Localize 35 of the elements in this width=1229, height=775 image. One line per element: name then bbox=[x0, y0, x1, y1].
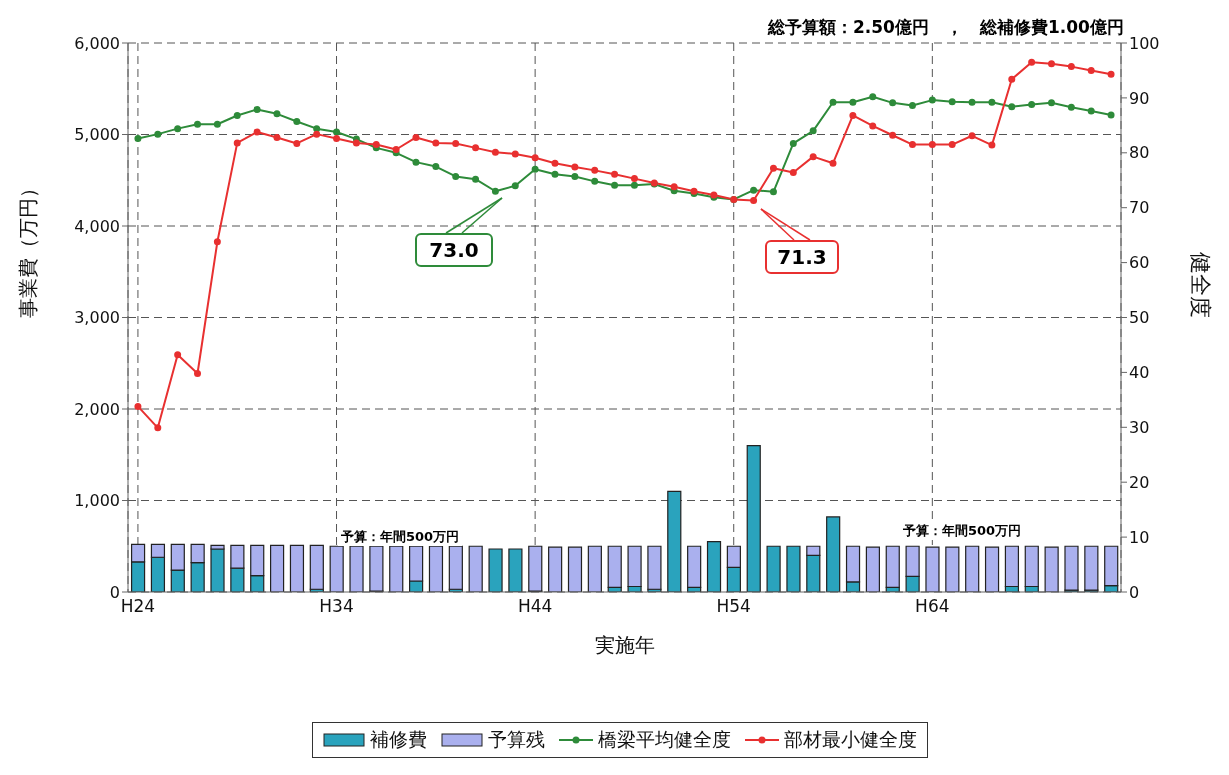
y2-tick-label: 30 bbox=[1129, 417, 1150, 437]
y2-tick-label: 70 bbox=[1129, 198, 1150, 218]
annotation: 予算：年間500万円 bbox=[338, 528, 463, 546]
x-tick-label: H54 bbox=[716, 596, 751, 617]
x-tick-label: H34 bbox=[319, 596, 354, 617]
annotation: 予算：年間500万円 bbox=[900, 522, 1025, 540]
chart-title: 総予算額：2.50億円 ， 総補修費1.00億円 bbox=[768, 16, 1124, 39]
y-tick-label: 3,000 bbox=[74, 308, 120, 328]
annotation: 73.0 bbox=[415, 233, 493, 267]
y-tick-label: 5,000 bbox=[74, 125, 120, 145]
y-tick-label: 4,000 bbox=[74, 216, 120, 236]
y2-tick-label: 60 bbox=[1129, 253, 1150, 273]
x-axis-title: 実施年 bbox=[594, 633, 655, 657]
annotation: 71.3 bbox=[765, 240, 839, 274]
y2-tick-label: 90 bbox=[1129, 88, 1150, 108]
y2-tick-label: 40 bbox=[1129, 363, 1150, 383]
y-tick-label: 6,000 bbox=[74, 33, 120, 53]
y2-tick-label: 80 bbox=[1129, 143, 1150, 163]
x-tick-label: H64 bbox=[915, 596, 950, 617]
y2-tick-label: 50 bbox=[1129, 308, 1150, 328]
y-tick-label: 0 bbox=[109, 582, 120, 602]
legend-label: 補修費 bbox=[368, 727, 427, 752]
x-tick-label: H44 bbox=[517, 596, 553, 617]
y2-tick-label: 0 bbox=[1129, 582, 1140, 602]
x-tick-label: H24 bbox=[120, 596, 156, 617]
y-tick-label: 1,000 bbox=[74, 491, 120, 511]
legend-label: 橋梁平均健全度 bbox=[596, 727, 731, 752]
y-axis-title: 事業費（万円） bbox=[16, 177, 41, 318]
y2-axis-title: 健全度 bbox=[1188, 251, 1214, 318]
y-tick-label: 2,000 bbox=[74, 399, 120, 419]
legend-label: 部材最小健全度 bbox=[782, 727, 917, 752]
legend-label: 予算残 bbox=[486, 727, 545, 752]
y2-tick-label: 10 bbox=[1129, 527, 1150, 547]
y2-tick-label: 100 bbox=[1129, 33, 1160, 53]
y2-tick-label: 20 bbox=[1129, 472, 1150, 492]
